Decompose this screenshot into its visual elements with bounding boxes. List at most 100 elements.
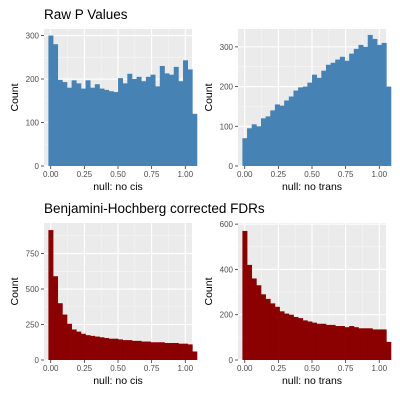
histogram-bar — [131, 79, 137, 166]
histogram-bar — [288, 96, 294, 166]
histogram-bar — [164, 73, 170, 166]
x-tick-label: 0.50 — [304, 364, 320, 373]
histogram-bar — [377, 329, 383, 360]
histogram-bar — [80, 333, 86, 360]
histogram-bar — [372, 329, 378, 360]
histogram-bar — [71, 329, 77, 360]
y-tick-label: 200 — [220, 83, 234, 92]
histogram-bar — [178, 343, 184, 360]
histogram-bar — [344, 60, 350, 167]
y-tick-label: 0 — [35, 162, 40, 171]
chart-panel-raw-trans: 0.00 0.25 0.50 0.75 1.00 0 100 200 300 null: no t… — [203, 29, 392, 193]
histogram-bar — [377, 44, 383, 166]
histogram-bar — [187, 69, 193, 166]
histogram-bar — [94, 336, 100, 360]
histogram-bar — [381, 42, 387, 166]
histogram-bar — [358, 328, 364, 360]
x-tick-label: 1.00 — [177, 170, 193, 179]
x-axis-title: null: no cis — [93, 181, 143, 193]
histogram-bar — [57, 303, 63, 360]
histogram-bar — [284, 313, 290, 360]
histogram-bar — [330, 62, 336, 166]
histogram-bar — [372, 38, 378, 166]
histogram-bar — [62, 314, 68, 360]
y-tick-label: 400 — [220, 265, 234, 274]
histogram-bar — [66, 323, 72, 360]
x-tick-label: 0.75 — [144, 364, 160, 373]
histogram-bar — [108, 91, 114, 166]
x-tick-label: 1.00 — [177, 364, 193, 373]
histogram-bar — [247, 264, 253, 360]
histogram-bar — [367, 328, 373, 360]
chart-panel-raw-cis: 0.00 0.25 0.50 0.75 1.00 0 100 200 300 null: no c… — [9, 29, 198, 193]
histogram-bar — [349, 326, 355, 360]
histogram-bar — [242, 138, 248, 166]
histogram-bar — [335, 59, 341, 166]
histogram-bar — [169, 74, 175, 166]
histogram-bar — [386, 341, 392, 360]
histogram-bar — [122, 83, 128, 166]
histogram-bar — [173, 342, 179, 360]
histogram-bar — [260, 118, 266, 166]
histogram-bar — [127, 340, 133, 360]
y-axis-title: Count — [203, 83, 215, 111]
x-axis-title: null: no cis — [93, 375, 143, 387]
histogram-bar — [335, 326, 341, 360]
chart-panel-fdr-trans: 0.00 0.25 0.50 0.75 1.00 0 200 400 600 null: no t… — [203, 220, 392, 387]
histogram-bar — [293, 316, 299, 360]
histogram-bar — [321, 70, 327, 166]
y-axis-title: Count — [9, 277, 21, 305]
x-tick-label: 0.00 — [237, 364, 253, 373]
histogram-bar — [381, 329, 387, 360]
x-tick-label: 0.50 — [110, 170, 126, 179]
y-tick-label: 200 — [220, 311, 234, 320]
histogram-bar — [113, 92, 119, 166]
y-tick-label: 100 — [220, 122, 234, 131]
histogram-bar — [367, 34, 373, 167]
section-title-bh: Benjamini-Hochberg corrected FDRs — [44, 201, 265, 216]
histogram-bar — [274, 306, 280, 360]
histogram-bar — [136, 340, 142, 360]
histogram-bar — [71, 80, 77, 166]
histogram-bar — [53, 276, 59, 360]
y-tick-label: 300 — [220, 43, 234, 52]
histogram-bar — [363, 46, 369, 166]
histogram-bar — [122, 340, 128, 360]
histogram-bar — [349, 53, 355, 167]
histogram-bar — [48, 230, 54, 360]
x-tick-label: 1.00 — [371, 364, 387, 373]
histogram-bar — [62, 82, 68, 166]
histogram-bar — [302, 320, 308, 360]
section-title-raw: Raw P Values — [44, 7, 128, 22]
histogram-bar — [256, 126, 262, 166]
y-tick-label: 0 — [229, 162, 234, 171]
histogram-bar — [173, 66, 179, 166]
histogram-bar — [127, 73, 133, 166]
histogram-bar — [316, 77, 322, 166]
histogram-bar — [265, 298, 271, 360]
y-tick-label: 750 — [26, 250, 40, 259]
histogram-bar — [353, 48, 359, 166]
histogram-bar — [260, 294, 266, 360]
histogram-bar — [363, 328, 369, 360]
x-axis-title: null: no trans — [282, 181, 342, 193]
histogram-bar — [141, 341, 147, 360]
histogram-bar — [169, 342, 175, 360]
histogram-bar — [302, 86, 308, 166]
histogram-bar — [104, 89, 110, 166]
histogram-bar — [307, 321, 313, 360]
histogram-bar — [131, 340, 137, 360]
x-tick-label: 0.00 — [43, 364, 59, 373]
histogram-bar — [242, 230, 248, 360]
histogram-bar — [108, 338, 114, 360]
histogram-bar — [85, 80, 91, 166]
histogram-bar — [85, 335, 91, 360]
histogram-bar — [118, 78, 124, 166]
histogram-bar — [316, 323, 322, 360]
histogram-bar — [312, 322, 318, 360]
histogram-bar — [155, 342, 161, 360]
histogram-bar — [279, 311, 285, 360]
histogram-bar — [159, 65, 165, 166]
histogram-bar — [150, 74, 156, 166]
